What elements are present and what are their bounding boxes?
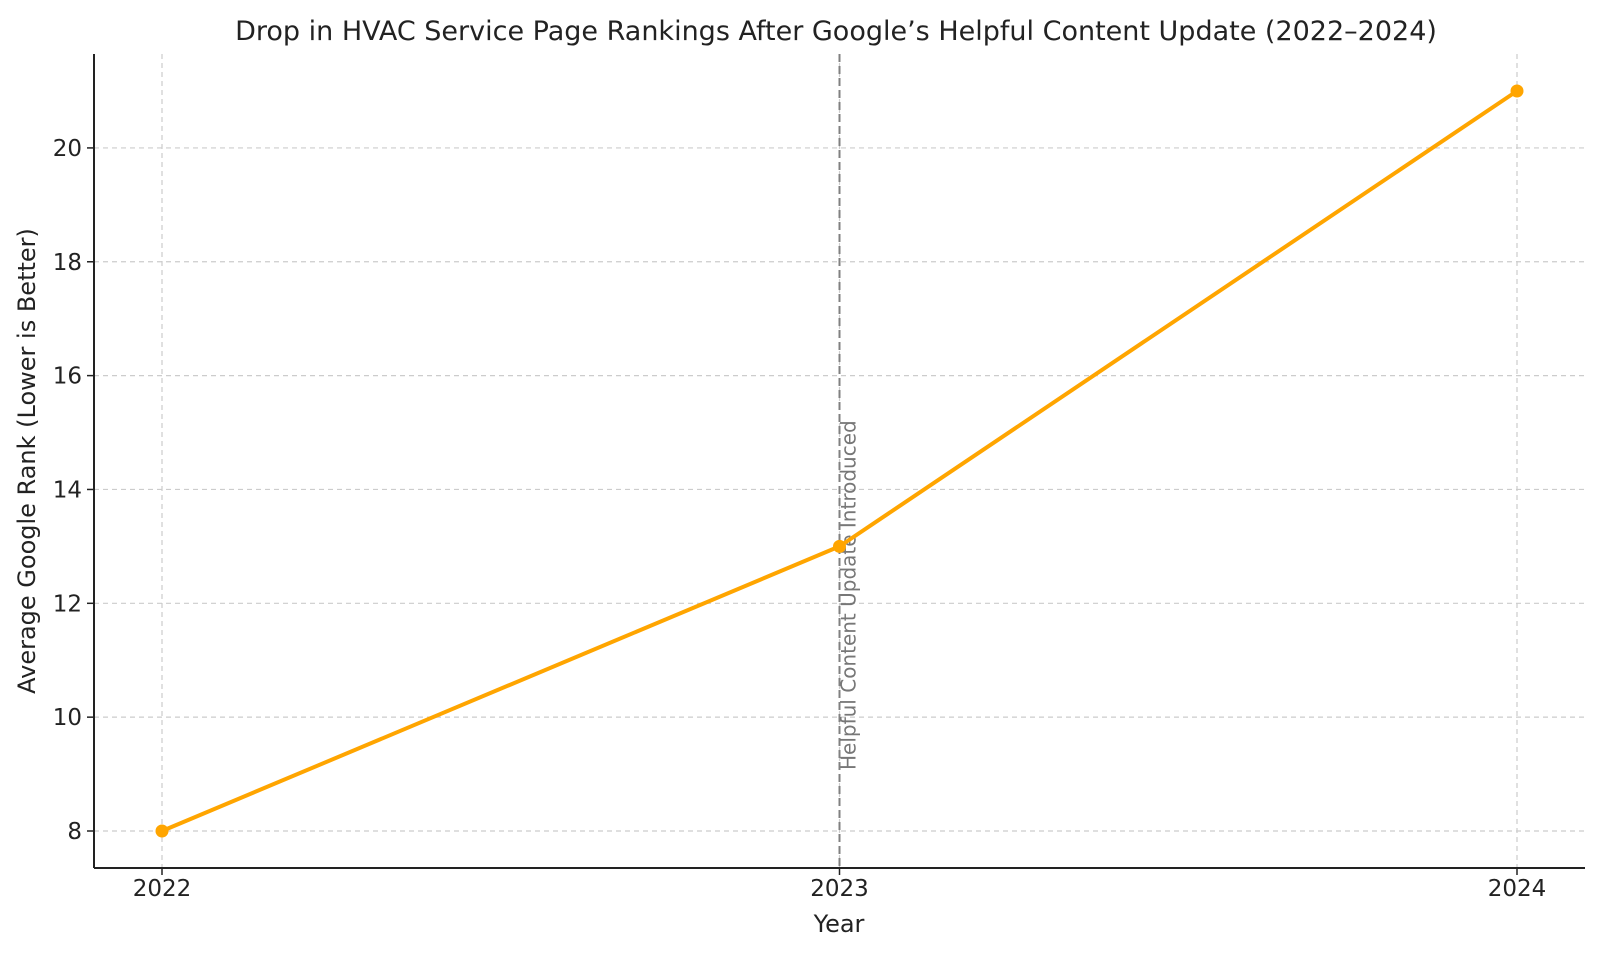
y-tick-label: 20 [53, 136, 82, 162]
grid-lines [94, 54, 1585, 868]
y-tick-label: 18 [53, 250, 82, 276]
y-tick-label: 12 [53, 591, 82, 617]
axes [87, 54, 1585, 875]
tick-labels: 8 10 12 14 16 18 20 2022 2023 2024 [53, 136, 1547, 902]
chart-title: Drop in HVAC Service Page Rankings After… [235, 16, 1437, 47]
y-tick-label: 14 [53, 477, 82, 503]
annotation-label: Helpful Content Update Introduced [837, 420, 861, 770]
x-tick-label: 2023 [810, 876, 869, 902]
x-tick-label: 2024 [1488, 876, 1547, 902]
x-axis-label: Year [813, 910, 865, 938]
series-layer [155, 84, 1524, 838]
x-tick-label: 2022 [133, 876, 192, 902]
y-tick-label: 16 [53, 364, 82, 390]
annotation-layer: Helpful Content Update Introduced [837, 54, 861, 868]
y-axis-label: Average Google Rank (Lower is Better) [13, 228, 41, 694]
data-point [155, 824, 169, 838]
data-point [833, 539, 846, 553]
y-tick-label: 8 [67, 819, 82, 845]
y-tick-label: 10 [53, 705, 82, 731]
data-point [1510, 84, 1524, 98]
